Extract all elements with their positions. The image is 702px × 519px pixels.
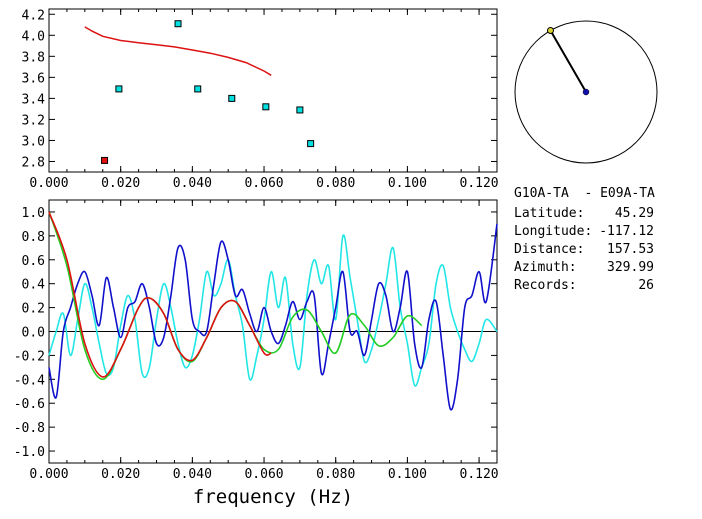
x-tick-label: 0.120: [460, 467, 499, 482]
x-tick-label: 0.020: [101, 176, 140, 191]
x-tick-label: 0.080: [316, 176, 355, 191]
distance-label: Distance:: [514, 242, 584, 257]
y-tick-label: 0.0: [22, 326, 45, 341]
x-tick-label: 0.040: [173, 467, 212, 482]
azimuth-value: 329.99: [607, 260, 654, 275]
y-tick-label: 3.0: [22, 134, 45, 149]
series-line-blue: [48, 223, 498, 411]
x-tick-label: 0.080: [316, 467, 355, 482]
y-tick-label: 0.6: [22, 254, 45, 269]
x-axis-label: frequency (Hz): [193, 486, 353, 508]
x-tick-label: 0.100: [388, 176, 427, 191]
compass-tip-dot: [546, 27, 554, 35]
series-line-cyan: [48, 234, 498, 387]
y-tick-label: 0.8: [22, 230, 45, 245]
azimuth-compass: [514, 20, 658, 164]
data-point: [296, 106, 304, 114]
x-tick-label: 0.000: [29, 467, 68, 482]
x-tick-label: 0.060: [244, 176, 283, 191]
records-label: Records:: [514, 278, 577, 293]
data-point: [262, 103, 270, 111]
series-line-red: [48, 211, 272, 378]
y-tick-label: -0.2: [14, 349, 45, 364]
distance-value: 157.53: [607, 242, 654, 257]
x-tick-label: 0.120: [460, 176, 499, 191]
y-tick-label: -1.0: [14, 445, 45, 460]
y-tick-label: 2.8: [22, 155, 45, 170]
bottom-correlation-panel: 1.0 0.8 0.6 0.4 0.2 0.0 -0.2 -0.4 -0.6 -0.8 -1.0 0…: [14, 199, 499, 508]
y-tick-label: 3.2: [22, 113, 45, 128]
x-tick-label: 0.020: [101, 467, 140, 482]
y-tick-label: 0.4: [22, 278, 46, 293]
y-tick-label: 0.2: [22, 302, 45, 317]
x-tick-label: 0.000: [29, 176, 68, 191]
longitude-value: -117.12: [599, 224, 654, 239]
y-tick-label: -0.4: [14, 373, 45, 388]
data-point: [101, 156, 109, 164]
y-tick-label: 4.2: [22, 8, 45, 23]
azimuth-label: Azimuth:: [514, 260, 577, 275]
data-point: [115, 85, 123, 93]
compass-circle: [514, 20, 658, 164]
y-tick-label: -0.6: [14, 397, 45, 412]
records-value: 26: [638, 278, 654, 293]
data-point: [307, 140, 315, 148]
station-info: G10A-TA - E09A-TA Latitude: 45.29 Longit…: [514, 186, 655, 293]
x-tick-label: 0.100: [388, 467, 427, 482]
y-tick-label: 1.0: [22, 206, 45, 221]
x-tick-label: 0.060: [244, 467, 283, 482]
y-tick-label: 3.6: [22, 71, 45, 86]
y-tick-label: 4.0: [22, 29, 45, 44]
latitude-value: 45.29: [615, 206, 654, 221]
dispersion-curve: [84, 26, 272, 76]
compass-center-dot: [582, 88, 590, 96]
data-point: [228, 94, 236, 102]
station-pair: G10A-TA - E09A-TA: [514, 186, 655, 201]
top-dispersion-panel: 2.8 3.0 3.2 3.4 3.6 3.8 4.0 4.2 0.000 0.020 0.040…: [22, 8, 499, 191]
data-point: [194, 85, 202, 93]
y-tick-label: -0.8: [14, 421, 45, 436]
longitude-label: Longitude:: [514, 224, 592, 239]
top-plot-frame: [48, 8, 498, 173]
latitude-label: Latitude:: [514, 206, 584, 221]
y-tick-label: 3.4: [22, 92, 46, 107]
x-tick-label: 0.040: [173, 176, 212, 191]
compass-needle: [549, 30, 587, 93]
data-point: [174, 20, 182, 28]
y-tick-label: 3.8: [22, 50, 45, 65]
